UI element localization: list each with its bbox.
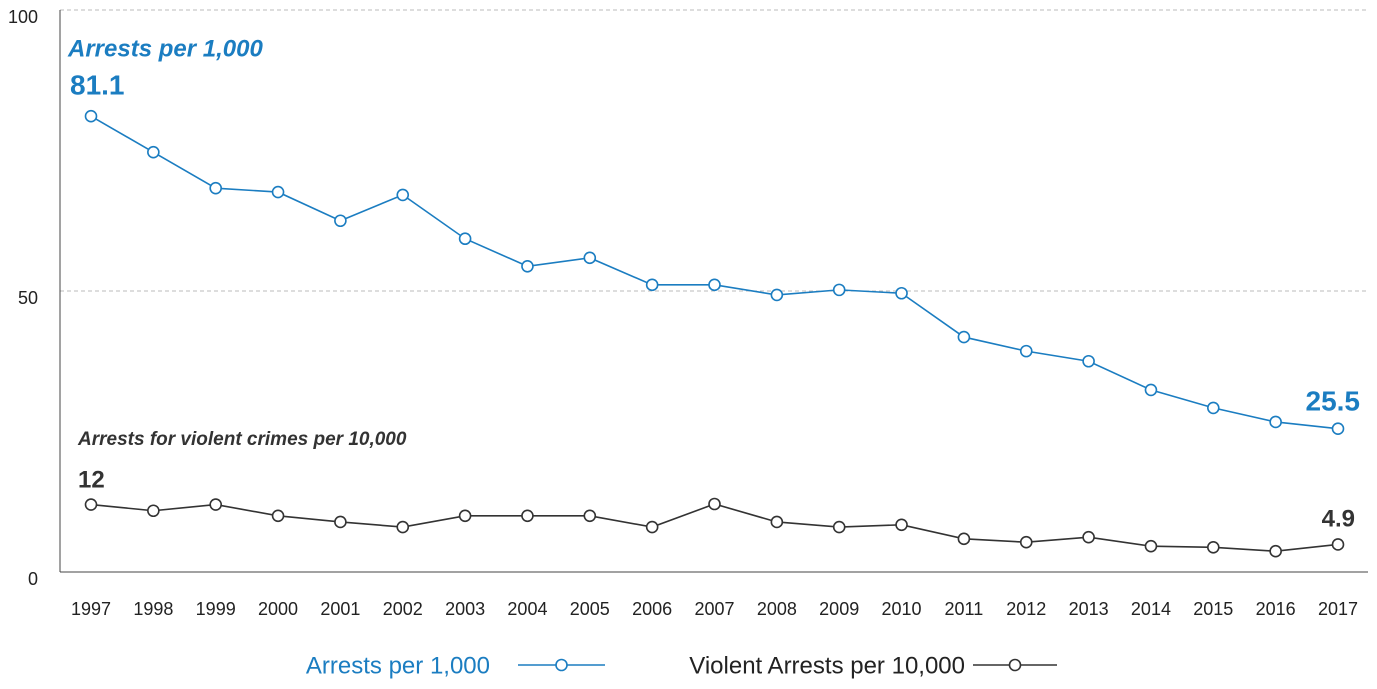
series-line bbox=[90, 115, 1339, 430]
point bbox=[895, 518, 908, 532]
data-label: 12 bbox=[78, 466, 105, 493]
point bbox=[334, 515, 347, 529]
point bbox=[84, 498, 98, 511]
point bbox=[396, 520, 410, 534]
x-tick-label: 2010 bbox=[882, 599, 922, 619]
point bbox=[271, 509, 285, 523]
annotation: Arrests for violent crimes per 10,000 bbox=[77, 429, 407, 450]
point bbox=[209, 498, 222, 511]
point bbox=[583, 509, 597, 523]
x-tick-label: 2000 bbox=[258, 599, 298, 619]
point bbox=[1331, 538, 1345, 551]
x-tick-label: 2006 bbox=[632, 599, 672, 619]
data-label: 81.1 bbox=[70, 69, 125, 100]
x-tick-label: 2005 bbox=[570, 599, 610, 619]
point bbox=[1269, 415, 1282, 429]
point bbox=[770, 515, 784, 529]
point bbox=[1207, 540, 1220, 554]
point bbox=[396, 188, 410, 202]
x-tick-label: 2015 bbox=[1193, 599, 1233, 619]
point bbox=[957, 532, 971, 546]
x-tick-label: 2016 bbox=[1256, 599, 1296, 619]
point bbox=[209, 181, 222, 195]
point bbox=[708, 497, 721, 511]
point bbox=[521, 259, 534, 273]
point bbox=[645, 520, 659, 534]
y-tick-label: 100 bbox=[8, 7, 38, 27]
point bbox=[1019, 535, 1033, 549]
point bbox=[832, 520, 846, 534]
x-tick-label: 2013 bbox=[1069, 599, 1109, 619]
annotation: Arrests per 1,000 bbox=[67, 35, 263, 62]
point bbox=[521, 509, 534, 523]
legend-label: Arrests per 1,000 bbox=[306, 652, 490, 679]
point bbox=[1082, 530, 1095, 544]
y-tick-label: 50 bbox=[18, 288, 38, 308]
point bbox=[458, 509, 472, 523]
x-tick-label: 2002 bbox=[383, 599, 423, 619]
point bbox=[770, 288, 784, 302]
point bbox=[957, 330, 971, 344]
x-tick-label: 2017 bbox=[1318, 599, 1358, 619]
point bbox=[147, 504, 160, 518]
legend-marker bbox=[1008, 658, 1022, 672]
point bbox=[84, 109, 98, 123]
point bbox=[1269, 544, 1282, 558]
point bbox=[895, 286, 908, 300]
point bbox=[583, 251, 597, 265]
point bbox=[458, 232, 472, 246]
point bbox=[645, 278, 659, 292]
x-tick-label: 2009 bbox=[819, 599, 859, 619]
data-label: 4.9 bbox=[1322, 505, 1355, 532]
point bbox=[1331, 422, 1345, 435]
x-tick-label: 2014 bbox=[1131, 599, 1171, 619]
x-tick-label: 2007 bbox=[694, 599, 734, 619]
x-tick-label: 2004 bbox=[507, 599, 547, 619]
point bbox=[147, 145, 160, 159]
data-label: 25.5 bbox=[1306, 385, 1361, 416]
x-tick-label: 1999 bbox=[196, 599, 236, 619]
point bbox=[832, 283, 846, 297]
x-tick-label: 1997 bbox=[71, 599, 111, 619]
x-tick-label: 2012 bbox=[1006, 599, 1046, 619]
legend-label: Violent Arrests per 10,000 bbox=[689, 652, 965, 679]
x-tick-label: 2011 bbox=[945, 599, 984, 619]
y-tick-label: 0 bbox=[28, 569, 38, 589]
x-tick-label: 2008 bbox=[757, 599, 797, 619]
point bbox=[271, 185, 285, 199]
x-tick-label: 2003 bbox=[445, 599, 485, 619]
legend-marker bbox=[555, 658, 568, 672]
point bbox=[1082, 354, 1095, 368]
x-tick-label: 1998 bbox=[133, 599, 173, 619]
point bbox=[334, 214, 347, 228]
x-tick-label: 2001 bbox=[320, 599, 360, 619]
point bbox=[1144, 539, 1158, 553]
point bbox=[1144, 383, 1158, 397]
point bbox=[1207, 401, 1220, 415]
point bbox=[708, 278, 721, 292]
point bbox=[1019, 344, 1033, 358]
